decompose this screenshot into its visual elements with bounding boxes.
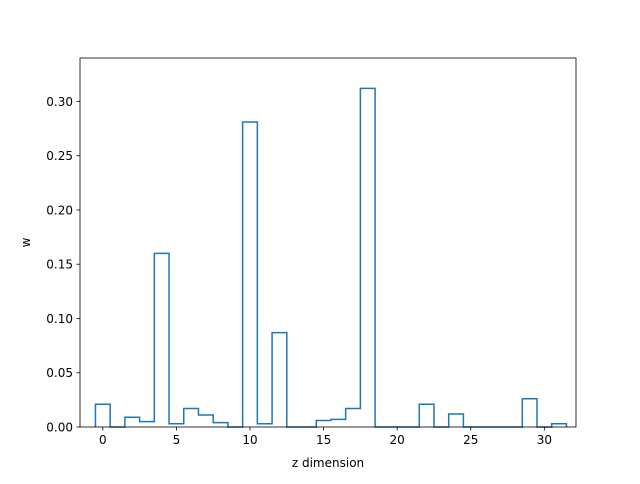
x-axis-label: z dimension [292, 456, 364, 470]
y-tick-label: 0.20 [46, 203, 73, 217]
y-tick-label: 0.05 [46, 366, 73, 380]
x-tick-label: 20 [390, 433, 405, 447]
x-tick-label: 5 [173, 433, 181, 447]
x-tick-label: 25 [463, 433, 478, 447]
y-tick-label: 0.15 [46, 258, 73, 272]
x-tick-label: 0 [99, 433, 107, 447]
y-tick-label: 0.30 [46, 95, 73, 109]
x-tick-label: 10 [242, 433, 257, 447]
y-tick-label: 0.00 [46, 421, 73, 435]
y-tick-label: 0.25 [46, 149, 73, 163]
y-axis-label: w [19, 237, 33, 247]
y-axis-ticks: 0.00 0.05 0.10 0.15 0.20 0.25 0.30 [46, 95, 80, 435]
x-axis-ticks: 0 5 10 15 20 25 30 [99, 427, 552, 447]
y-tick-label: 0.10 [46, 312, 73, 326]
x-tick-label: 30 [537, 433, 552, 447]
axes-frame [79, 57, 577, 428]
x-tick-label: 15 [316, 433, 331, 447]
